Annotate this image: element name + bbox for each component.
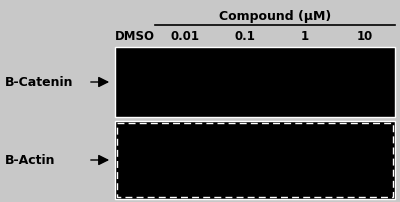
Text: B-Actin: B-Actin xyxy=(5,154,56,167)
Bar xyxy=(115,48,395,117)
Bar xyxy=(117,123,393,197)
Text: B-Catenin: B-Catenin xyxy=(5,76,74,89)
Text: 0.1: 0.1 xyxy=(234,29,256,42)
Text: Compound (μM): Compound (μM) xyxy=(219,10,331,23)
Text: 10: 10 xyxy=(357,29,373,42)
Bar xyxy=(115,121,395,199)
Text: 0.01: 0.01 xyxy=(170,29,200,42)
Text: 1: 1 xyxy=(301,29,309,42)
Text: DMSO: DMSO xyxy=(115,29,155,42)
